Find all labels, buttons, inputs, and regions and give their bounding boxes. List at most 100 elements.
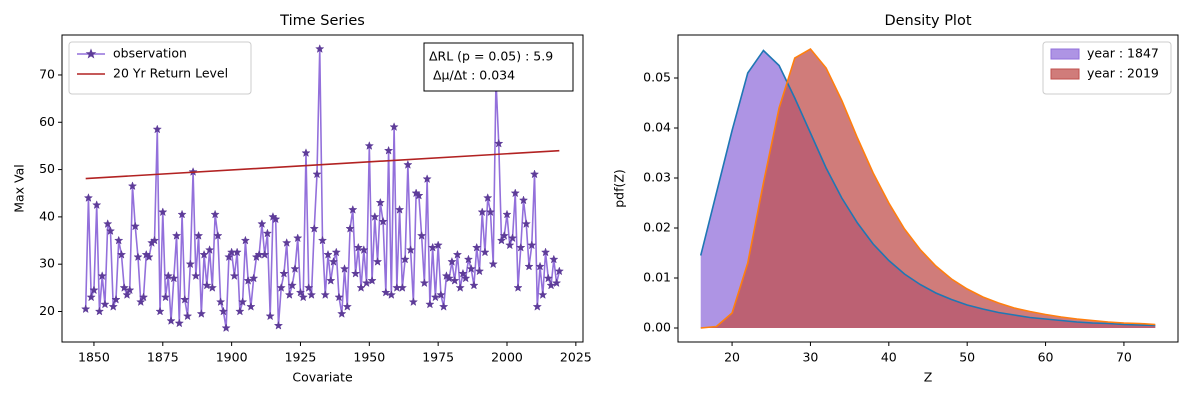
- point-marker: [127, 181, 138, 191]
- point-marker: [480, 247, 490, 257]
- x-tick-label: 70: [1116, 350, 1132, 365]
- point-marker: [419, 278, 430, 288]
- legend-label: observation: [113, 46, 187, 61]
- point-marker: [378, 216, 388, 226]
- point-marker: [207, 282, 218, 292]
- legend-label: year : 2019: [1087, 66, 1159, 81]
- plot-area: [81, 44, 564, 333]
- point-marker: [538, 290, 548, 299]
- y-tick-label: 0.03: [643, 170, 671, 185]
- point-marker: [513, 282, 523, 292]
- legend-marker: [85, 48, 97, 59]
- point-marker: [149, 235, 160, 245]
- point-marker: [370, 211, 380, 221]
- y-axis-label: Max Val: [12, 164, 27, 213]
- point-marker: [114, 235, 124, 245]
- point-marker: [494, 138, 504, 148]
- point-marker: [422, 174, 432, 184]
- subplot: Time Series Covariate Max Val 1850 1875 1900 1…: [12, 13, 592, 385]
- point-marker: [193, 230, 204, 240]
- point-marker: [452, 249, 463, 259]
- point-marker: [540, 247, 551, 257]
- point-marker: [92, 200, 102, 210]
- point-marker: [436, 290, 446, 299]
- point-marker: [257, 219, 267, 228]
- point-marker: [136, 297, 146, 307]
- point-marker: [477, 207, 487, 217]
- point-marker: [416, 230, 427, 240]
- y-tick-label: 20: [39, 303, 55, 318]
- point-marker: [279, 268, 289, 278]
- point-marker: [293, 233, 303, 243]
- point-marker: [232, 247, 242, 257]
- legend-swatch: [1050, 48, 1080, 60]
- point-marker: [350, 268, 361, 278]
- point-marker: [502, 209, 512, 219]
- point-marker: [488, 259, 498, 269]
- point-marker: [345, 223, 355, 233]
- point-marker: [229, 271, 240, 280]
- point-marker: [444, 273, 454, 283]
- legend: year : 1847 year : 2019: [1042, 41, 1172, 95]
- point-marker: [224, 252, 234, 262]
- point-marker: [260, 249, 270, 259]
- point-marker: [527, 240, 537, 250]
- point-marker: [180, 294, 190, 304]
- point-marker: [130, 221, 140, 231]
- point-marker: [551, 278, 562, 288]
- point-marker: [240, 235, 251, 245]
- point-marker: [210, 209, 220, 219]
- point-marker: [348, 204, 358, 214]
- point-marker: [450, 275, 460, 285]
- x-tick-label: 1925: [285, 350, 317, 365]
- axes-frame: [61, 34, 584, 343]
- x-tick-label: 60: [1038, 350, 1054, 365]
- point-marker: [290, 264, 300, 273]
- point-marker: [430, 292, 441, 302]
- x-tick-label: 50: [959, 350, 975, 365]
- point-marker: [215, 297, 226, 307]
- point-marker: [158, 207, 168, 217]
- point-marker: [383, 145, 394, 155]
- point-marker: [287, 280, 297, 290]
- point-marker: [83, 193, 94, 202]
- plot-area: [699, 47, 1156, 329]
- legend-swatch: [1050, 68, 1080, 80]
- point-marker: [295, 287, 306, 297]
- x-tick-label: 2000: [491, 350, 523, 365]
- point-marker: [81, 304, 91, 314]
- point-marker: [177, 209, 187, 219]
- y-axis-label: pdf(Z): [612, 169, 627, 208]
- point-marker: [485, 207, 496, 217]
- point-marker: [469, 280, 479, 290]
- point-marker: [510, 188, 520, 198]
- point-marker: [97, 271, 107, 280]
- point-marker: [152, 124, 162, 134]
- annotation-text: ΔRL (p = 0.05) : 5.9: [429, 49, 553, 64]
- point-marker: [301, 148, 311, 157]
- legend: observation 20 Yr Return Level: [68, 41, 252, 95]
- x-tick-label: 1950: [353, 350, 385, 365]
- point-marker: [103, 219, 113, 228]
- point-marker: [367, 275, 377, 285]
- point-marker: [213, 230, 223, 240]
- point-marker: [298, 292, 308, 302]
- point-marker: [458, 268, 468, 278]
- point-marker: [235, 306, 245, 316]
- point-marker: [133, 252, 143, 262]
- point-marker: [386, 290, 397, 299]
- point-marker: [276, 282, 286, 292]
- point-marker: [403, 159, 413, 169]
- point-marker: [119, 282, 129, 292]
- point-marker: [543, 273, 553, 283]
- y-tick-label: 0.05: [643, 70, 671, 85]
- point-marker: [474, 266, 485, 276]
- point-marker: [125, 285, 135, 295]
- point-marker: [549, 254, 559, 264]
- point-marker: [116, 249, 127, 259]
- point-marker: [394, 204, 405, 214]
- point-marker: [554, 266, 564, 276]
- axes-frame: [677, 34, 1179, 343]
- area: [700, 49, 1156, 328]
